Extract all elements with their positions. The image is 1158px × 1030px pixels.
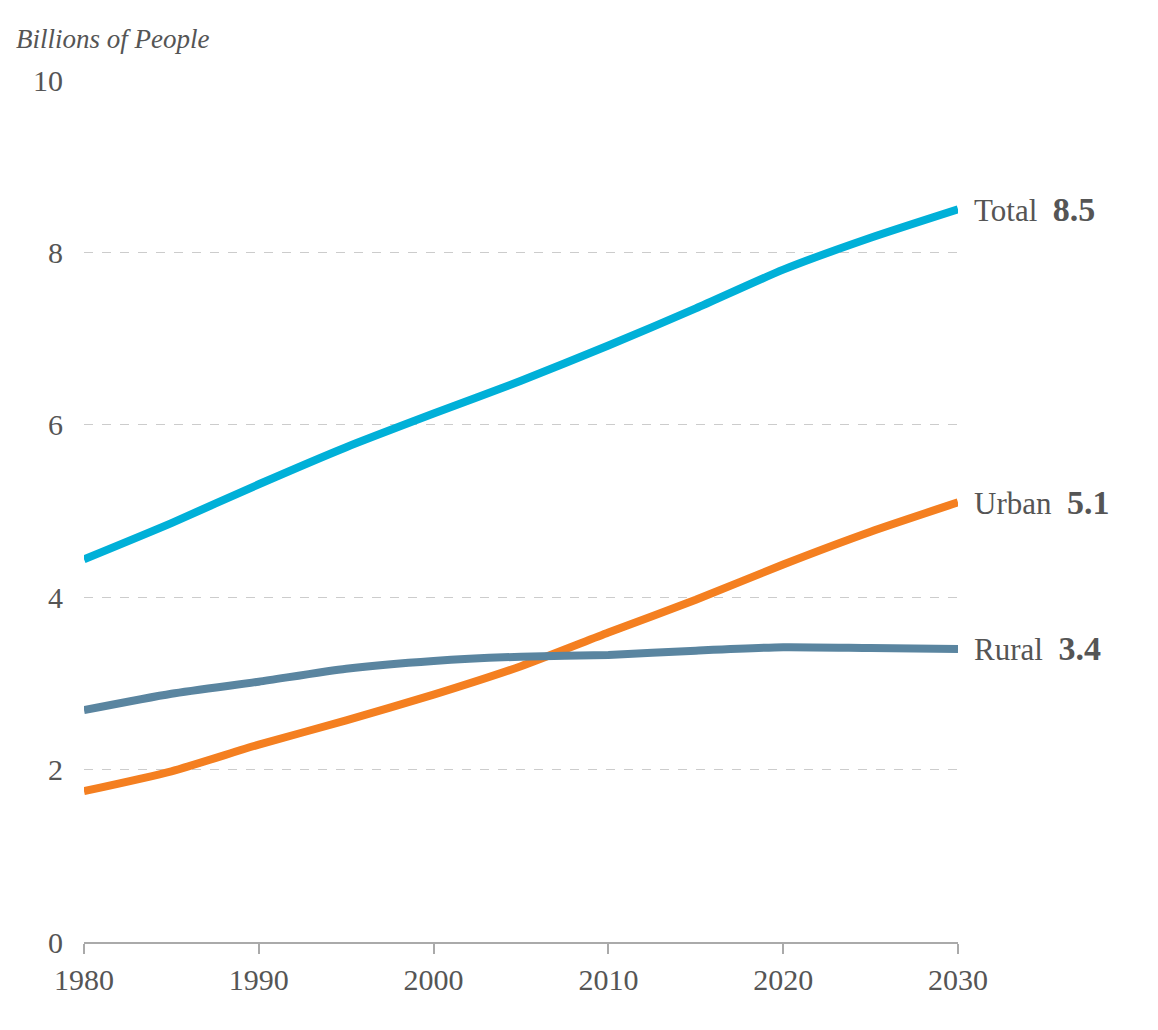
svg-text:2010: 2010 [578,963,638,996]
svg-text:2030: 2030 [928,963,988,996]
svg-text:Total 8.5: Total 8.5 [974,191,1095,228]
svg-text:6: 6 [48,408,63,441]
svg-text:1990: 1990 [229,963,289,996]
svg-text:0: 0 [48,926,63,959]
svg-text:1980: 1980 [54,963,114,996]
svg-text:Urban 5.1: Urban 5.1 [974,484,1109,521]
svg-text:2000: 2000 [404,963,464,996]
svg-text:8: 8 [48,236,63,269]
svg-text:Billions of People: Billions of People [16,24,209,54]
svg-text:10: 10 [33,64,63,97]
svg-text:2: 2 [48,753,63,786]
svg-text:Rural 3.4: Rural 3.4 [974,630,1101,667]
svg-text:2020: 2020 [753,963,813,996]
svg-text:4: 4 [48,581,63,614]
